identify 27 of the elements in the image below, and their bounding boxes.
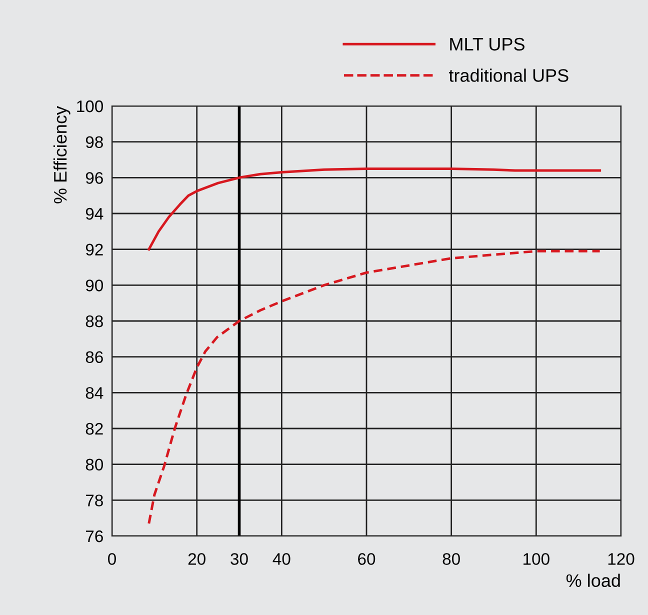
y-axis-title: % Efficiency [53,106,70,204]
y-tick-label: 100 [77,100,104,112]
y-tick-label: 92 [86,244,103,256]
x-tick-label: 80 [442,553,460,565]
y-tick-label: 90 [86,280,104,292]
legend-label: MLT UPS [450,38,524,51]
y-tick-label: 86 [86,351,103,364]
y-tick-label: 96 [86,172,103,184]
y-tick-label: 76 [86,530,103,542]
x-tick-label: 20 [188,553,206,565]
x-axis-title: % load [566,574,620,588]
x-tick-label: 0 [108,553,116,565]
x-tick-label: 40 [272,553,290,565]
y-tick-label: 88 [86,315,103,328]
y-tick-label: 80 [86,458,104,471]
y-tick-label: 94 [86,208,104,220]
y-tick-label: 98 [86,136,103,148]
y-tick-label: 84 [86,387,104,399]
x-tick-label: 60 [358,553,376,565]
x-tick-label: 120 [608,553,634,565]
legend-label: traditional UPS [448,68,568,82]
x-tick-label: 100 [524,553,550,565]
y-tick-label: 78 [86,494,103,506]
line-series [148,250,602,525]
y-tick-label: 82 [86,422,103,435]
x-tick-label: 30 [230,553,248,565]
line-series [148,167,602,251]
